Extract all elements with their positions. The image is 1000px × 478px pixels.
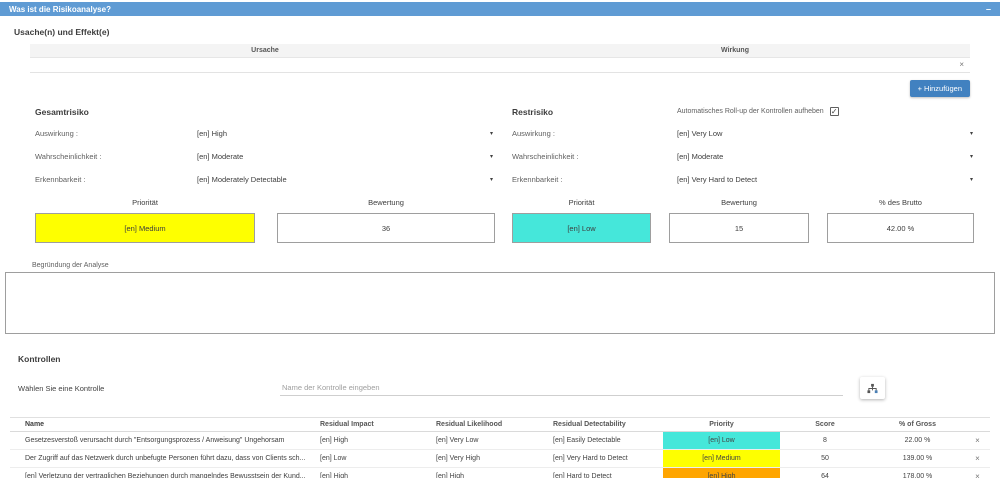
justification-label: Begründung der Analyse [32, 262, 109, 269]
gross-score: Bewertung 36 [277, 198, 495, 243]
chevron-down-icon: ▾ [489, 131, 493, 137]
residual-percent-gross-value: 42.00 % [827, 213, 974, 243]
residual-impact-select[interactable]: Auswirkung : [en] Very Low ▾ [512, 129, 973, 138]
gross-score-value: 36 [277, 213, 495, 243]
sitemap-icon [867, 383, 878, 393]
gross-risk-heading: Gesamtrisiko [35, 106, 89, 117]
percent-gross: 22.00 % [904, 437, 931, 444]
residual-priority: Priorität [en] Low [512, 198, 651, 243]
gross-priority: Priorität [en] Medium [35, 198, 255, 243]
gross-detectability-select[interactable]: Erkennbarkeit : [en] Moderately Detectab… [35, 175, 493, 184]
residual-likelihood: [en] Very High [436, 455, 480, 462]
control-name: Der Zugriff auf das Netzwerk durch unbef… [25, 455, 306, 462]
chevron-down-icon: ▾ [969, 131, 973, 137]
gross-impact-select[interactable]: Auswirkung : [en] High ▾ [35, 129, 493, 138]
cause-effect-table: Ursache Wirkung × [30, 44, 970, 73]
controls-heading: Kontrollen [18, 354, 61, 364]
hierarchy-button[interactable] [860, 377, 885, 399]
score: 50 [821, 455, 829, 462]
percent-gross: 178.00 % [902, 473, 933, 478]
gross-likelihood-select[interactable]: Wahrscheinlichkeit : [en] Moderate ▾ [35, 152, 493, 161]
control-name: Gesetzesverstoß verursacht durch "Entsor… [25, 437, 285, 444]
score: 8 [823, 437, 827, 444]
column-header-wirkung: Wirkung [721, 47, 749, 54]
residual-score: Bewertung 15 [669, 198, 809, 243]
col-residual-likelihood: Residual Likelihood [436, 421, 503, 428]
chevron-down-icon: ▾ [489, 177, 493, 183]
cause-effect-table-header: Ursache Wirkung [30, 44, 970, 58]
residual-impact: [en] High [320, 473, 349, 478]
col-remove [965, 418, 990, 431]
risk-sections: Gesamtrisiko Auswirkung : [en] High ▾ Wa… [35, 105, 975, 243]
col-residual-impact: Residual Impact [320, 421, 374, 428]
residual-detectability: [en] Easily Detectable [553, 437, 621, 444]
priority-badge: [en] Medium [663, 450, 780, 467]
residual-likelihood-select[interactable]: Wahrscheinlichkeit : [en] Moderate ▾ [512, 152, 973, 161]
column-header-ursache: Ursache [251, 47, 279, 54]
percent-gross: 139.00 % [902, 455, 933, 462]
residual-percent-gross: % des Brutto 42.00 % [827, 198, 974, 243]
remove-control-icon[interactable]: × [975, 471, 980, 478]
residual-risk-section: Restrisiko Automatisches Roll-up der Kon… [512, 105, 975, 243]
gross-risk-section: Gesamtrisiko Auswirkung : [en] High ▾ Wa… [35, 105, 495, 243]
table-row: [en] Verletzung der vertraglichen Bezieh… [10, 468, 990, 478]
cause-effect-heading: Usache(n) und Effekt(e) [14, 27, 110, 37]
chevron-down-icon: ▾ [489, 154, 493, 160]
cause-effect-row: × [30, 58, 970, 73]
col-residual-detectability: Residual Detectability [553, 421, 626, 428]
residual-likelihood: [en] Very Low [436, 437, 479, 444]
residual-detectability: [en] Hard to Detect [553, 473, 612, 478]
col-percent-gross: % of Gross [899, 421, 936, 428]
gross-priority-value: [en] Medium [35, 213, 255, 243]
residual-detectability: [en] Very Hard to Detect [553, 455, 628, 462]
control-name-input[interactable] [280, 380, 843, 396]
col-priority: Priority [709, 421, 734, 428]
controls-table: Name Residual Impact Residual Likelihood… [10, 417, 990, 478]
add-button[interactable]: + Hinzufügen [909, 80, 970, 97]
residual-score-value: 15 [669, 213, 809, 243]
residual-impact: [en] High [320, 437, 349, 444]
add-row: + Hinzufügen [0, 78, 970, 97]
priority-badge: [en] High [663, 468, 780, 478]
table-row: Gesetzesverstoß verursacht durch "Entsor… [10, 432, 990, 450]
score: 64 [821, 473, 829, 478]
priority-badge: [en] Low [663, 432, 780, 449]
chevron-down-icon: ▾ [969, 177, 973, 183]
modal-titlebar: Was ist die Risikoanalyse? – [0, 2, 1000, 16]
justification-textarea[interactable] [5, 272, 995, 334]
residual-detectability-select[interactable]: Erkennbarkeit : [en] Very Hard to Detect… [512, 175, 973, 184]
residual-likelihood: [en] High [436, 473, 465, 478]
chevron-down-icon: ▾ [969, 154, 973, 160]
table-row: Der Zugriff auf das Netzwerk durch unbef… [10, 450, 990, 468]
residual-priority-value: [en] Low [512, 213, 651, 243]
remove-control-icon[interactable]: × [975, 435, 980, 445]
control-picker-row: Wählen Sie eine Kontrolle [18, 376, 1000, 400]
controls-table-header: Name Residual Impact Residual Likelihood… [10, 417, 990, 432]
col-score: Score [815, 421, 835, 428]
control-select-label: Wählen Sie eine Kontrolle [18, 383, 105, 393]
modal-title: Was ist die Risikoanalyse? [9, 4, 111, 14]
residual-risk-heading: Restrisiko [512, 106, 554, 117]
remove-control-icon[interactable]: × [975, 453, 980, 463]
residual-impact: [en] Low [320, 455, 347, 462]
control-name: [en] Verletzung der vertraglichen Bezieh… [25, 473, 306, 478]
minimize-icon[interactable]: – [985, 4, 991, 14]
rollup-label: Automatisches Roll-up der Kontrollen auf… [677, 108, 824, 115]
rollup-checkbox[interactable]: ✓ [829, 106, 839, 116]
remove-row-icon[interactable]: × [959, 60, 964, 69]
check-icon: ✓ [830, 106, 838, 116]
col-name: Name [25, 421, 45, 428]
